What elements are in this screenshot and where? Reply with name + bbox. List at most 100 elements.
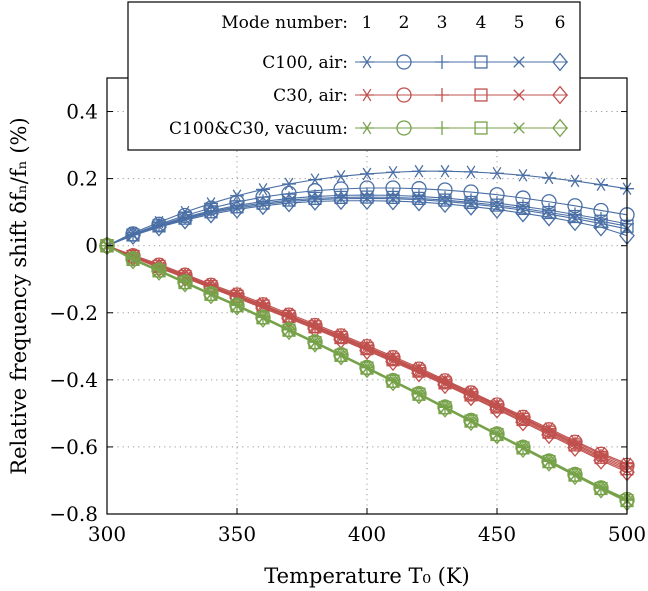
data-point <box>490 166 504 180</box>
data-point <box>151 217 167 237</box>
data-point <box>255 196 271 216</box>
data-point <box>411 385 427 405</box>
data-point <box>385 372 401 392</box>
data-point <box>437 375 453 395</box>
data-point <box>464 195 478 210</box>
data-point <box>593 450 609 470</box>
data-point <box>515 203 531 223</box>
data-point <box>361 192 373 205</box>
data-point <box>568 209 582 224</box>
legend-marker <box>513 56 525 68</box>
data-point <box>593 479 609 499</box>
legend-marker <box>360 55 374 69</box>
data-point <box>542 171 556 185</box>
data-point <box>516 199 530 214</box>
legend-marker <box>396 87 412 103</box>
series-line <box>106 245 628 503</box>
legend-marker <box>552 118 568 138</box>
data-point <box>464 193 478 208</box>
data-point <box>386 165 400 179</box>
data-point <box>567 212 583 232</box>
data-point <box>516 168 530 182</box>
legend-marker <box>396 54 412 70</box>
series-group0-mode5 <box>101 192 633 252</box>
x-tick-label: 500 <box>608 522 646 546</box>
data-point <box>151 262 167 281</box>
legend-mode-number: 2 <box>399 13 410 33</box>
legend-marker <box>474 88 488 102</box>
data-point <box>386 188 400 203</box>
series-line <box>106 187 628 247</box>
data-point <box>177 210 193 230</box>
data-point <box>490 198 504 212</box>
y-tick-label: −0.6 <box>49 435 98 459</box>
data-point <box>412 191 426 206</box>
data-point <box>125 226 141 246</box>
x-tick-label: 350 <box>218 522 256 546</box>
legend: Mode number: 1 2 3 4 5 6 C100, air: C30, air: C10… <box>127 1 581 151</box>
data-point <box>463 387 479 407</box>
data-point <box>334 188 348 203</box>
data-point <box>307 192 323 211</box>
series-line <box>106 245 628 473</box>
data-point <box>411 192 427 212</box>
data-point <box>360 190 374 204</box>
legend-row <box>355 118 568 138</box>
legend-row <box>355 52 568 72</box>
data-point <box>438 191 452 206</box>
data-point <box>568 174 582 188</box>
legend-group-label: C100, air: <box>262 53 348 73</box>
data-point <box>464 165 478 179</box>
series-line <box>106 200 628 247</box>
y-tick-label: 0 <box>85 234 98 258</box>
legend-marker <box>513 89 525 101</box>
legend-marker <box>396 120 412 136</box>
series-line <box>106 245 628 470</box>
legend-mode-number: 6 <box>555 13 566 33</box>
legend-group-label: C100&C30, vacuum: <box>169 119 348 139</box>
data-point <box>489 399 505 419</box>
data-point <box>125 250 141 270</box>
data-point <box>256 183 270 196</box>
x-tick-label: 300 <box>88 522 126 546</box>
data-point <box>333 346 349 366</box>
legend-mode-number: 3 <box>437 13 448 33</box>
data-point <box>412 164 426 178</box>
data-point <box>203 204 219 224</box>
legend-mode-number: 1 <box>362 13 373 33</box>
data-point <box>229 296 245 316</box>
data-point <box>411 363 427 383</box>
data-point <box>359 191 375 211</box>
data-point <box>387 193 399 205</box>
data-point <box>567 438 583 458</box>
data-point <box>281 321 297 341</box>
data-point <box>594 178 608 191</box>
data-point <box>229 200 245 219</box>
data-point <box>541 207 557 227</box>
data-point <box>307 333 323 353</box>
data-point <box>463 412 479 432</box>
data-point <box>282 177 296 191</box>
data-point <box>203 285 219 305</box>
data-point <box>515 439 531 459</box>
data-point <box>360 188 374 203</box>
legend-marker <box>474 55 488 69</box>
data-point <box>439 195 451 208</box>
legend-mode-number: 4 <box>476 13 487 33</box>
data-point <box>255 309 271 328</box>
data-point <box>438 164 452 178</box>
data-point <box>593 217 609 237</box>
legend-mode-number: 5 <box>514 13 525 33</box>
data-point <box>541 452 557 472</box>
x-tick-label: 450 <box>478 522 516 546</box>
y-tick-label: −0.8 <box>49 502 98 526</box>
data-point <box>516 201 530 216</box>
x-tick-label: 400 <box>348 522 386 546</box>
data-point <box>437 398 453 418</box>
data-point <box>567 466 583 486</box>
y-tick-label: −0.2 <box>49 301 98 325</box>
legend-marker <box>435 121 449 135</box>
legend-marker <box>552 85 568 105</box>
y-tick-label: −0.4 <box>49 368 98 392</box>
